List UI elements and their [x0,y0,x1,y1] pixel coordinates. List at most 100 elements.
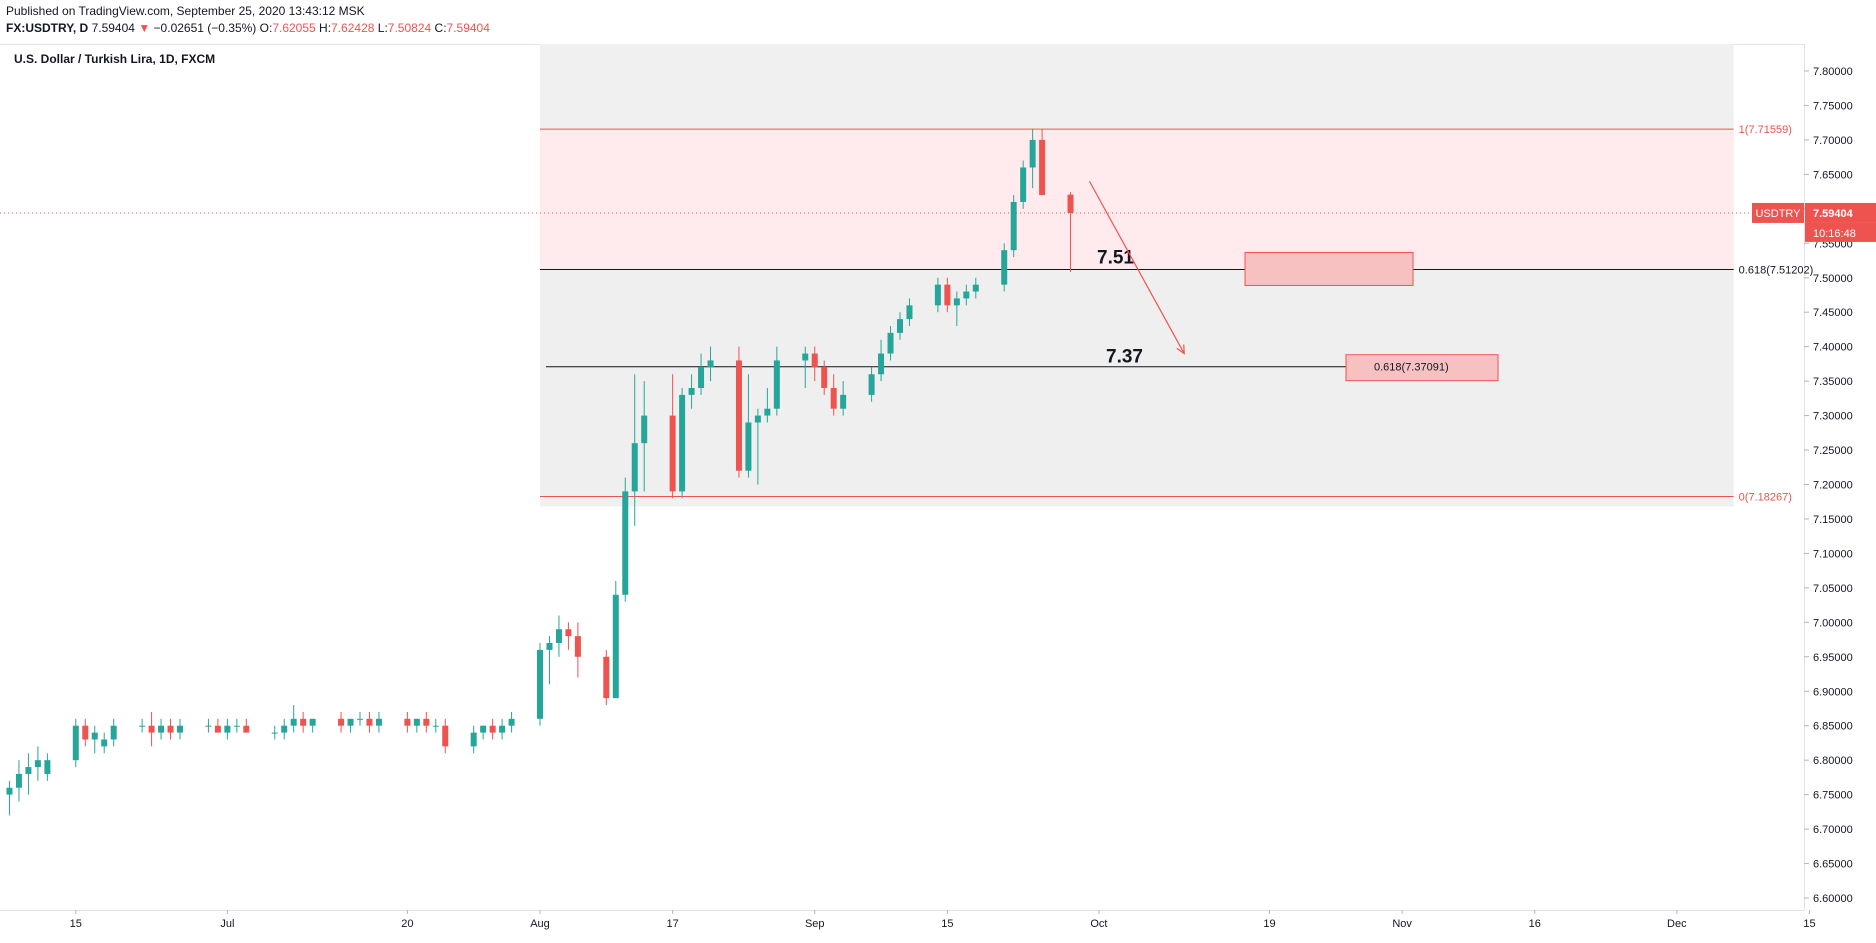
candle-body [735,360,742,471]
candle-body [603,656,610,699]
candle-body [404,718,411,726]
high-value: 7.62428 [331,21,375,35]
candle-body [830,388,837,409]
candle-body [224,725,231,733]
open-label: O: [259,21,273,35]
y-tick-label: 6.75000 [1813,790,1853,802]
candle-body [688,388,695,395]
candle-body [480,725,487,733]
candle-body [868,374,875,395]
candle-body [15,773,22,788]
candle-body [158,725,165,733]
candle-body [101,739,108,747]
y-tick-label: 6.65000 [1813,859,1853,871]
candle-body [508,718,515,726]
candle-body [6,787,13,795]
fib-level-label: 0.618(7.51202) [1739,264,1814,276]
candle-body [555,629,562,644]
last-price: 7.59404 [91,21,135,35]
fib-lower-zone [540,269,1734,497]
chart-header: Published on TradingView.com, September … [0,0,1876,40]
candle-body [44,760,51,774]
fib-upper-zone [540,129,1734,270]
y-tick-label: 7.15000 [1813,514,1853,526]
candle-body [698,367,705,389]
y-tick-label: 7.30000 [1813,411,1853,423]
y-tick-label: 6.80000 [1813,755,1853,767]
y-tick-label: 6.90000 [1813,686,1853,698]
candle-body [887,332,894,354]
candle-body [309,718,316,726]
candle-body [233,725,240,727]
x-tick-label: Dec [1667,918,1687,930]
annotation-label: 7.37 [1106,347,1143,368]
candle-body [773,360,780,409]
close-value: 7.59404 [446,21,490,35]
candle-body [802,353,809,361]
close-label: C: [434,21,447,35]
candle-body [300,718,307,726]
fib-level-label: 0(7.18267) [1739,491,1792,503]
low-value: 7.50824 [387,21,432,35]
candle-body [669,415,676,492]
y-tick-label: 6.95000 [1813,652,1853,664]
x-tick-label: 15 [70,918,82,930]
candle-body [565,629,572,637]
candle-body [139,725,146,727]
candle-body [754,415,761,423]
candle-body [953,298,960,306]
candle-body [34,760,41,768]
candle-body [177,725,183,733]
candle-body [489,725,496,733]
candle-body [243,725,250,733]
low-label: L: [377,21,388,35]
arrow-head-icon [1176,344,1185,355]
candle-body [148,725,155,733]
candle-body [811,353,818,368]
countdown-label: 10:16:48 [1813,228,1856,240]
candle-body [641,415,648,444]
candle-body [764,408,771,416]
candle-body [1010,201,1017,251]
y-tick-label: 7.00000 [1813,617,1853,629]
y-tick-label: 7.25000 [1813,445,1853,457]
ohlc-line: FX:USDTRY, D 7.59404 ▼ −0.02651 (−0.35%)… [6,21,490,35]
candle-body [423,718,430,726]
candle-body [375,718,382,726]
symbol-info: FX:USDTRY, D [6,21,89,35]
support-level-label: 0.618(7.37091) [1374,362,1449,374]
candle-body [1067,194,1074,213]
price-change: −0.02651 (−0.35%) [153,21,257,35]
y-tick-label: 7.10000 [1813,548,1853,560]
x-tick-label: 17 [667,918,679,930]
x-tick-label: Sep [805,918,825,930]
y-tick-label: 7.45000 [1813,307,1853,319]
candle-body [338,718,345,726]
candle-body [366,718,373,726]
candle-body [214,725,221,733]
candle-body [574,636,581,657]
x-tick-label: 19 [1263,918,1275,930]
candle-body [1029,139,1036,168]
candle-body [432,725,439,727]
chart-title: U.S. Dollar / Turkish Lira, 1D, FXCM [14,52,215,66]
candle-body [205,725,212,727]
x-tick-label: Aug [530,918,550,930]
x-tick-label: Jul [220,918,234,930]
candle-body [934,284,941,306]
candle-body [167,725,174,733]
price-axis-border [1804,44,1805,910]
candle-body [707,360,714,368]
candle-body [442,725,449,747]
candle-body [972,284,979,292]
symbol-tag [1752,202,1804,223]
candle-body [72,725,79,761]
fib-label-box [1244,251,1414,286]
candle-body [745,422,752,471]
projection-arrow [1088,180,1185,354]
y-tick-label: 7.20000 [1813,480,1853,492]
candle-body [840,394,847,409]
candle-body [537,649,543,719]
time-axis-border [0,910,1804,911]
